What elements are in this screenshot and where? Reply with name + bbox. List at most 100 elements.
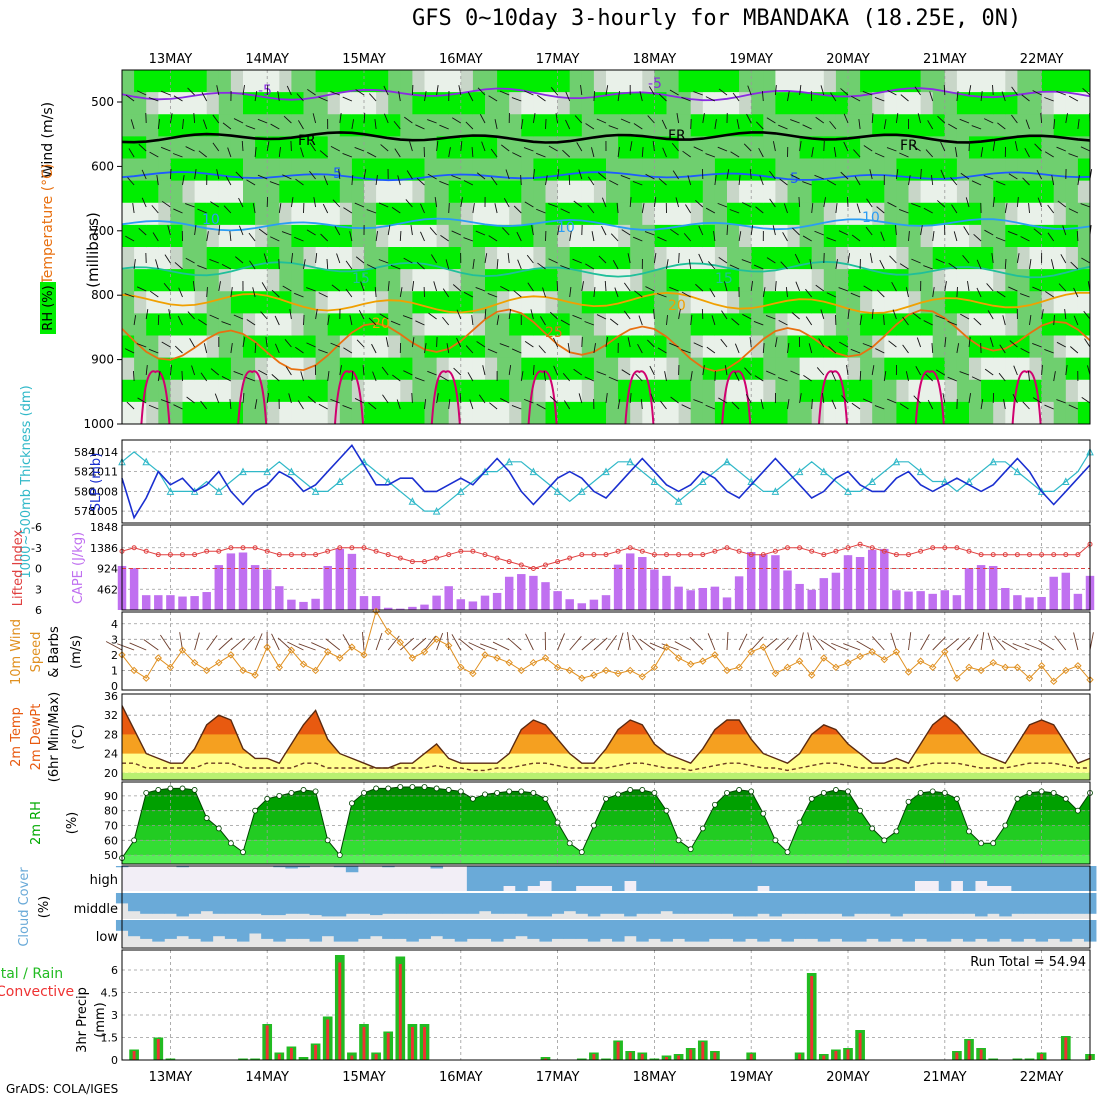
cloud-bar xyxy=(817,920,831,942)
rh-cell xyxy=(799,158,813,182)
cloud-bar xyxy=(212,920,226,937)
date-label-bottom: 21MAY xyxy=(923,1070,967,1085)
cloud-bar xyxy=(321,893,335,917)
cloud-bar xyxy=(1035,920,1049,942)
rh-cell xyxy=(436,224,450,248)
rh-cell xyxy=(872,401,885,425)
wind-barb xyxy=(330,398,340,404)
rh-cell xyxy=(230,158,244,182)
wind-barb xyxy=(152,232,159,242)
rh-cell xyxy=(823,70,837,93)
wind-barb xyxy=(614,287,619,298)
wind-barb xyxy=(354,398,365,404)
rh-cell xyxy=(787,313,801,336)
rh-cell xyxy=(279,401,292,425)
cloud-bar xyxy=(200,920,214,942)
rh-cell xyxy=(388,291,401,314)
wind-10m-barb xyxy=(412,637,427,651)
rh-cell xyxy=(545,180,559,204)
rh-cell xyxy=(545,247,559,270)
slp-tick-label: 1008 xyxy=(90,485,118,498)
rh-cell xyxy=(1041,202,1055,226)
cloud-bar xyxy=(333,866,347,868)
cloud-bar xyxy=(1011,866,1024,891)
wind-10m-barb xyxy=(775,637,789,651)
rh-cell xyxy=(702,92,716,115)
cloud-bar xyxy=(249,893,262,914)
rh-cell xyxy=(243,269,256,292)
rh-cell xyxy=(521,247,534,270)
rh-cell xyxy=(920,70,934,93)
wind-barb xyxy=(869,169,873,180)
rh-cell xyxy=(763,269,776,292)
rh-cell xyxy=(376,401,389,425)
wind-barb xyxy=(823,197,826,208)
wind-10m-barb xyxy=(617,632,624,651)
wind-barb xyxy=(531,225,534,236)
rh-cell xyxy=(218,180,232,204)
wind-barb xyxy=(787,399,790,410)
wind-barb xyxy=(532,113,536,124)
rh-cell xyxy=(206,357,220,381)
cloud-bar xyxy=(418,920,431,939)
rh-cell xyxy=(569,269,583,292)
wind-barb xyxy=(1062,225,1067,236)
rh-cell xyxy=(969,269,982,292)
rh-cell xyxy=(134,401,147,425)
wind-speed-marker xyxy=(372,607,380,616)
temp2m-unit: (°C) xyxy=(71,724,86,750)
rh-cell xyxy=(569,158,583,182)
rh-cell xyxy=(364,269,377,292)
rh-cell xyxy=(122,92,135,115)
thickness-marker xyxy=(989,457,998,466)
cape-bar xyxy=(783,570,792,610)
rh-marker xyxy=(203,815,210,821)
contour-label: 10 xyxy=(557,220,575,236)
precip-convective-bar xyxy=(386,1033,390,1060)
wind-barb xyxy=(467,91,474,102)
lifted-index-marker xyxy=(760,552,766,558)
rh-cell xyxy=(835,136,849,159)
rh-marker xyxy=(675,837,682,844)
wind-barb xyxy=(505,169,510,180)
wind-barb xyxy=(850,348,861,354)
rh-cell xyxy=(618,70,631,93)
rh-cell xyxy=(291,114,304,137)
wind-barb xyxy=(950,177,958,186)
rh-cell xyxy=(412,269,425,292)
isotherm-line xyxy=(121,260,1091,279)
rh-cell xyxy=(303,335,317,359)
rh-cell xyxy=(630,92,643,115)
rh-cell xyxy=(533,70,546,93)
rh-cell xyxy=(291,401,304,425)
rh-cell xyxy=(993,313,1006,336)
rh-cell xyxy=(654,180,667,204)
wind-barb xyxy=(406,170,413,180)
wind-barb xyxy=(862,90,873,96)
rh-cell xyxy=(1017,92,1030,115)
precip-convective-bar xyxy=(265,1025,269,1060)
rh-cell xyxy=(956,224,970,248)
rh-cell xyxy=(896,224,909,248)
wind-speed-marker xyxy=(820,654,828,662)
cape-bar xyxy=(601,595,611,610)
rh-cell xyxy=(1017,335,1030,359)
precip-convective-bar xyxy=(689,1049,693,1060)
rh-cell xyxy=(485,114,498,137)
wind-10m-barb xyxy=(271,633,280,651)
rh-cell xyxy=(497,114,510,137)
rh-cell xyxy=(763,92,776,115)
cloud-bar xyxy=(660,920,673,942)
cloud-bar xyxy=(309,920,323,942)
wind-barb xyxy=(252,287,256,298)
rh-cell xyxy=(944,335,958,359)
rh-cell xyxy=(932,269,946,292)
wind-barb xyxy=(1011,114,1018,124)
wind-barb xyxy=(424,399,427,410)
rh-cell xyxy=(654,136,667,159)
lifted-index-marker xyxy=(555,559,561,565)
wind-barb xyxy=(778,319,788,326)
rh-cell xyxy=(315,247,329,270)
cape-bar xyxy=(178,596,187,610)
wind-speed-marker xyxy=(832,663,840,672)
